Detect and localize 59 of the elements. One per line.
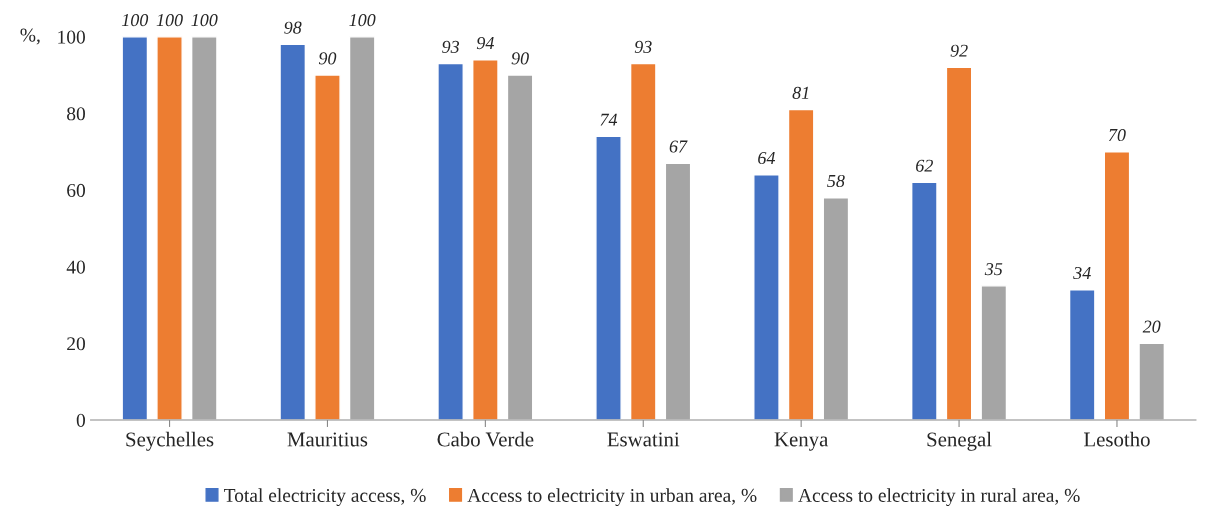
data-label: 58 [827, 174, 845, 188]
bar [1138, 342, 1166, 420]
data-label: 67 [669, 140, 688, 153]
y-tick-label: 60 [67, 183, 85, 197]
y-tick-label: 100 [58, 30, 85, 44]
data-label: 100 [191, 13, 218, 27]
data-label: 70 [1109, 128, 1126, 142]
y-axis-title: %, [20, 28, 40, 45]
x-tick-label: Seychelles [126, 431, 214, 451]
y-tick-label: 40 [66, 260, 85, 274]
x-tick-label: Cabo Verde [437, 431, 534, 447]
y-tick-label: 80 [67, 107, 85, 121]
x-tick-label: Eswatini [607, 432, 680, 447]
x-tick-label: Senegal [927, 431, 992, 451]
bar [945, 66, 973, 420]
bar [472, 59, 499, 420]
data-label: 90 [318, 52, 337, 65]
x-tick-label: Mauritius [287, 432, 368, 447]
data-label: 34 [1073, 266, 1091, 280]
bar [190, 36, 218, 420]
bar [348, 36, 376, 420]
data-label: 93 [442, 40, 460, 53]
legend-label: Access to electricity in rural area, % [798, 488, 1080, 506]
data-label: 98 [284, 21, 302, 34]
bar [314, 74, 341, 420]
legend-label: Total electricity access, % [224, 488, 426, 506]
data-label: 35 [984, 263, 1003, 276]
data-label: 20 [1142, 320, 1161, 333]
bar [910, 181, 938, 420]
data-label: 64 [758, 151, 776, 165]
bar [1068, 288, 1096, 420]
bar [753, 174, 780, 420]
data-label: 100 [349, 13, 376, 27]
bar [595, 135, 622, 420]
bar [629, 62, 657, 420]
bar [787, 108, 815, 420]
data-label: 100 [121, 13, 149, 27]
legend-label: Access to electricity in urban area, % [467, 488, 757, 506]
x-tick-label: Kenya [774, 432, 829, 451]
bar [156, 36, 183, 420]
data-label: 93 [634, 40, 652, 53]
bar [437, 62, 464, 420]
y-tick-label: 0 [76, 413, 85, 427]
bar [121, 36, 149, 420]
bar [1103, 151, 1131, 420]
data-label: 92 [950, 44, 968, 57]
y-tick-label: 20 [67, 337, 85, 351]
bar [980, 285, 1008, 420]
bar [279, 43, 307, 420]
bar [822, 197, 850, 420]
data-label: 62 [916, 159, 933, 172]
bar [506, 74, 534, 420]
data-label: 94 [476, 37, 494, 50]
data-label: 81 [792, 86, 809, 99]
data-label: 74 [600, 113, 618, 126]
data-label: 100 [156, 13, 183, 27]
x-tick-label: Lesotho [1084, 431, 1150, 447]
bar [664, 162, 692, 420]
data-label: 90 [511, 52, 529, 65]
